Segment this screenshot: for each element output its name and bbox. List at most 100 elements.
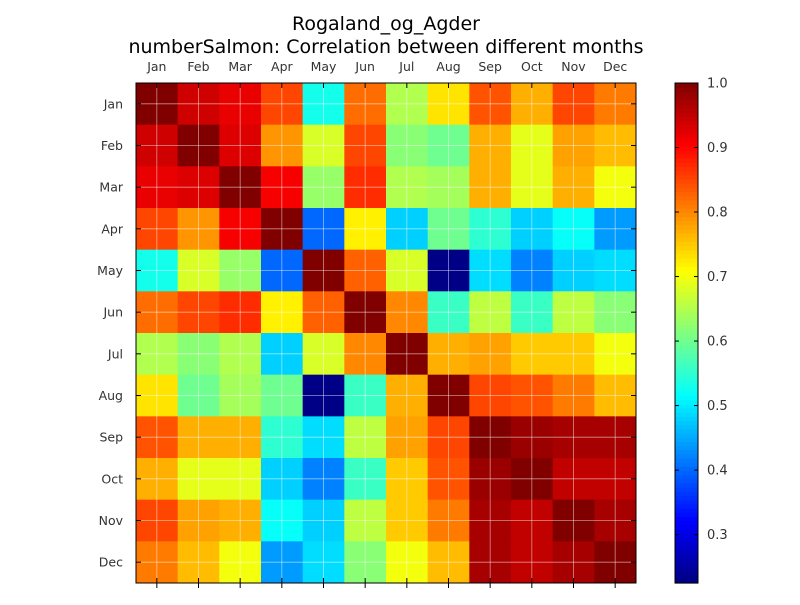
x-tick-label-oct: Oct [521,59,543,74]
colorbar: 0.3 0.4 0.5 0.6 0.7 0.8 0.9 1.0 [674,77,728,584]
colorbar-segment [675,491,698,497]
colorbar-segment [675,166,698,172]
colorbar-segment [675,266,698,272]
colorbar-segment [675,99,698,105]
colorbar-segment [675,503,698,509]
colorbar-segment [675,87,698,92]
colorbar-segment [675,391,698,397]
y-tick-label-oct: Oct [101,471,123,486]
colorbar-segment [675,233,698,238]
colorbar-segment [675,420,698,426]
colorbar-segment [675,553,698,559]
heatmap-cells [136,83,637,584]
colorbar-segment [675,512,698,517]
colorbar-segment [675,237,698,242]
colorbar-segment [675,262,698,267]
colorbar-segment [675,283,698,288]
colorbar-segment [675,91,698,97]
colorbar-tick-label: 0.4 [707,464,728,479]
x-tick-label-jun: Jun [354,59,375,74]
y-tick-label-nov: Nov [99,513,124,528]
colorbar-segment [675,178,698,184]
colorbar-segment [675,524,698,530]
colorbar-segment [675,533,698,538]
colorbar-segment [675,487,698,492]
colorbar-segment [675,566,698,572]
colorbar-segment [675,278,698,284]
y-tick-label-mar: Mar [99,180,123,195]
colorbar-segment [675,216,698,222]
colorbar-segment [675,120,698,126]
colorbar-segment [675,349,698,355]
x-tick-label-dec: Dec [603,59,627,74]
colorbar-segment [675,574,698,580]
colorbar-segment [675,424,698,430]
colorbar-tick-label: 0.5 [707,399,728,414]
colorbar-segment [675,191,698,197]
colorbar-segment [675,499,698,505]
colorbar-segment [675,203,698,209]
colorbar-segment [675,220,698,226]
colorbar-segment [675,458,698,463]
colorbar-segment [675,578,698,584]
colorbar-segment [675,249,698,255]
colorbar-segment [675,274,698,280]
colorbar-segment [675,208,698,213]
colorbar-segment [675,441,698,447]
colorbar-segment [675,378,698,384]
colorbar-segment [675,270,698,276]
colorbar-segment [675,474,698,480]
colorbar-segment [675,133,698,138]
colorbar-segment [675,295,698,301]
colorbar-segment [675,299,698,305]
colorbar-segment [675,245,698,251]
heatmap-grid [136,83,636,583]
colorbar-segment [675,408,698,413]
colorbar-segment [675,324,698,330]
colorbar-segment [675,449,698,455]
colorbar-segment [675,241,698,247]
y-tick-label-feb: Feb [101,138,123,153]
colorbar-segment [675,383,698,388]
colorbar-segment [675,508,698,513]
colorbar-segment [675,287,698,292]
colorbar-segment [675,145,698,151]
colorbar-segment [675,483,698,488]
colorbar-frame [674,82,699,584]
colorbar-segment [675,187,698,192]
colorbar-segment [675,183,698,188]
colorbar-segment [675,433,698,438]
colorbar-segment [675,137,698,142]
colorbar-segment [675,462,698,467]
colorbar-segment [675,316,698,322]
colorbar-segment [675,353,698,359]
colorbar-segment [675,103,698,109]
colorbar-tick-label: 1.0 [707,77,728,92]
x-tick-label-aug: Aug [436,59,460,74]
colorbar-segment [675,328,698,334]
colorbar-segment [675,366,698,372]
colorbar-segment [675,358,698,363]
colorbar-segment [675,549,698,555]
colorbar-segment [675,362,698,367]
colorbar-segment [675,341,698,347]
colorbar-segment [675,466,698,472]
colorbar-segment [675,112,698,117]
colorbar-segment [675,308,698,313]
colorbar-segment [675,387,698,392]
colorbar-tick-label: 0.6 [707,335,728,350]
colorbar-segment [675,303,698,309]
colorbar-segment [675,116,698,122]
colorbar-segment [675,403,698,409]
colorbar-segment [675,128,698,134]
colorbar-segment [675,562,698,567]
colorbar-segment [675,83,698,88]
colorbar-segment [675,333,698,338]
colorbar-segment [675,224,698,230]
colorbar-segment [675,395,698,401]
colorbar-segment [675,199,698,205]
x-tick-label-may: May [311,59,337,74]
colorbar-segment [675,570,698,576]
colorbar-segment [675,212,698,217]
